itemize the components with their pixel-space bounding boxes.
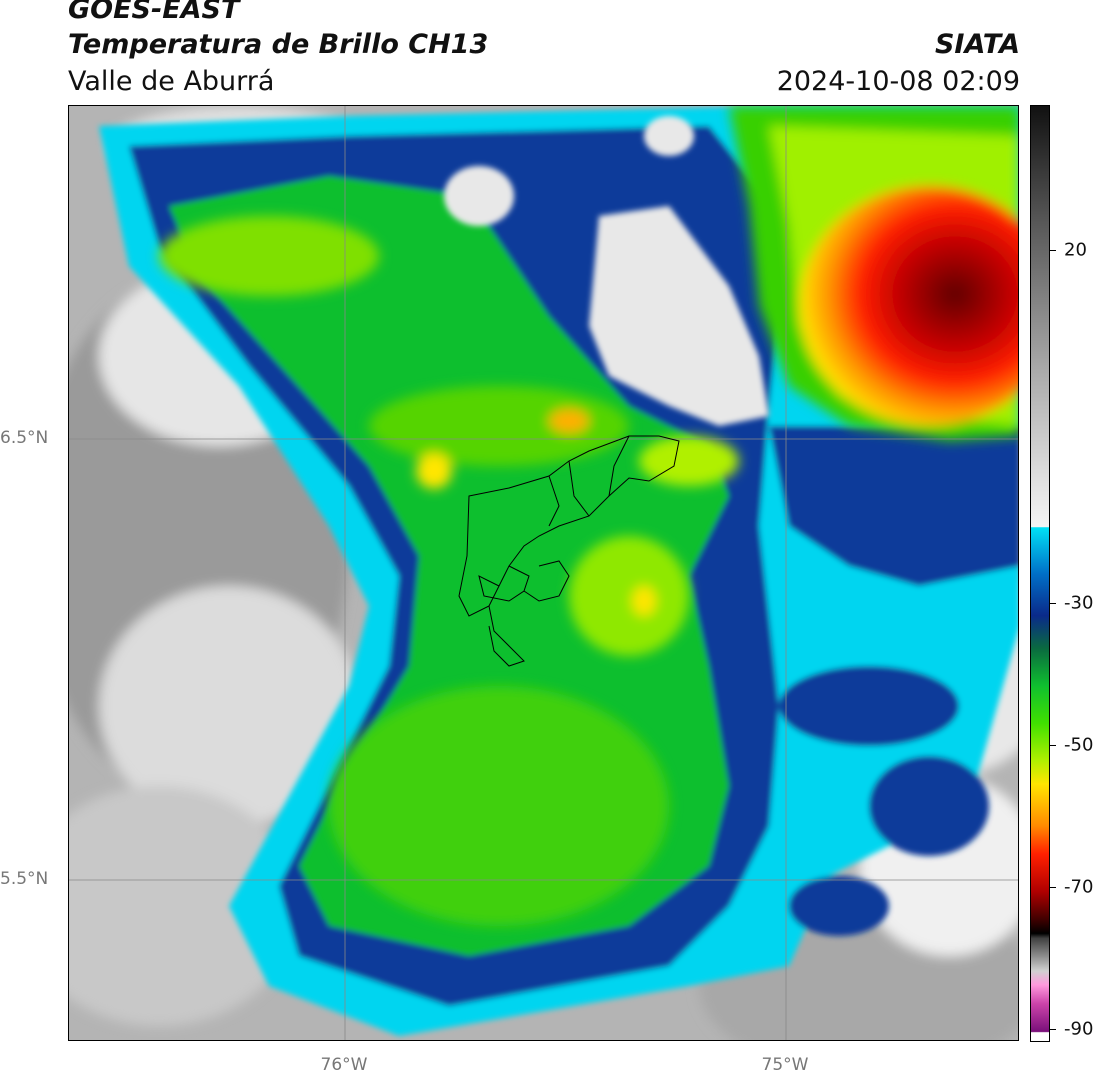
agency-label: SIATA <box>934 29 1020 60</box>
brightness-temperature-field <box>69 106 1018 1040</box>
colorbar-label: -90 <box>1064 1018 1094 1040</box>
colorbar-tick <box>1050 1029 1056 1030</box>
lon-label-75W: 75°W <box>761 1055 809 1075</box>
colorbar <box>1030 105 1050 1042</box>
colorbar-tick <box>1050 250 1056 251</box>
colorbar-tick <box>1050 887 1056 888</box>
colorbar-label: -70 <box>1064 876 1094 898</box>
satellite-title: GOES-EAST <box>68 0 240 25</box>
colorbar-label: -50 <box>1064 734 1094 756</box>
lat-label-5-5N: 5.5°N <box>0 869 49 889</box>
colorbar-tick <box>1050 603 1056 604</box>
colorbar-label: -30 <box>1064 592 1094 614</box>
lon-label-76W: 76°W <box>320 1055 368 1075</box>
datetime-label: 2024-10-08 02:09 <box>776 66 1020 97</box>
product-title: Temperatura de Brillo CH13 <box>68 29 489 60</box>
colorbar-label: 20 <box>1064 239 1087 261</box>
satellite-map[interactable] <box>68 105 1019 1041</box>
colorbar-tick <box>1050 745 1056 746</box>
lat-label-6-5N: 6.5°N <box>0 428 49 448</box>
municipal-boundaries <box>458 435 680 667</box>
region-label: Valle de Aburrá <box>68 66 275 97</box>
